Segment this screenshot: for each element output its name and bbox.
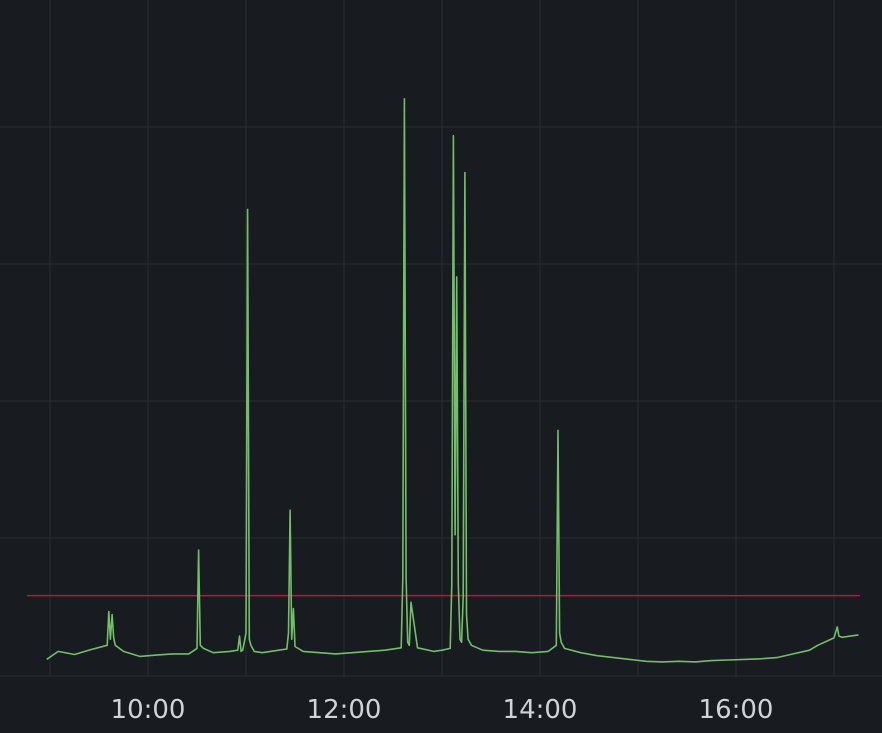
series-line-0 xyxy=(46,98,859,663)
x-tick-label: 14:00 xyxy=(503,695,578,725)
x-tick-label: 10:00 xyxy=(111,695,186,725)
x-axis: 10:00 12:00 14:00 16:00 xyxy=(111,695,774,725)
x-tick-label: 12:00 xyxy=(307,695,382,725)
series xyxy=(46,98,859,663)
x-tick-label: 16:00 xyxy=(699,695,774,725)
grid xyxy=(0,0,882,677)
